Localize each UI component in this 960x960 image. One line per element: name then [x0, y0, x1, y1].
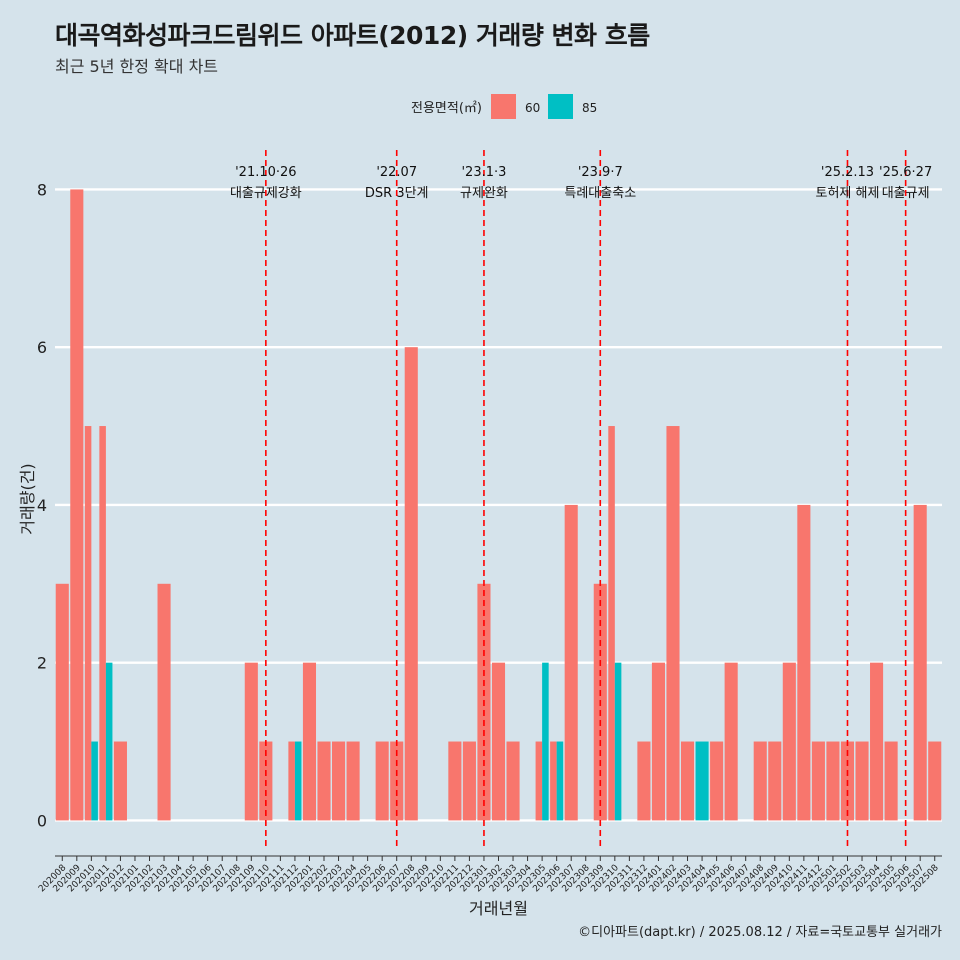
bar-60	[84, 426, 92, 821]
source-caption: ©디아파트(dapt.kr) / 2025.08.12 / 자료=국토교통부 실…	[578, 925, 942, 940]
y-tick-label: 8	[37, 180, 47, 199]
bar-85	[614, 662, 622, 821]
bar-60	[550, 741, 557, 821]
event-label: 토허제 해제	[816, 186, 880, 201]
event-date-label: '22.07	[376, 165, 417, 180]
bar-60	[811, 741, 825, 821]
event-label: DSR 3단계	[365, 186, 429, 201]
y-tick-label: 4	[37, 496, 47, 515]
event-date-label: '25.6·27	[879, 165, 932, 180]
bar-60	[680, 741, 695, 821]
bar-60	[608, 426, 615, 821]
event-date-label: '23.1·3	[461, 165, 506, 180]
bar-60	[753, 741, 767, 821]
legend-title: 전용면적(㎡)	[411, 101, 482, 116]
event-date-label: '23.9·7	[578, 165, 623, 180]
bar-60	[913, 504, 927, 821]
bar-60	[448, 741, 462, 821]
y-axis-title: 거래량(건)	[18, 463, 37, 534]
event-date-label: '21.10·26	[235, 165, 296, 180]
bar-60	[462, 741, 476, 821]
legend-label-85: 85	[582, 101, 597, 115]
bar-60	[710, 741, 724, 821]
bar-60	[157, 583, 171, 821]
event-date-label: '25.2.13	[821, 165, 874, 180]
event-label: 규제완화	[460, 186, 508, 201]
bar-85	[695, 741, 709, 821]
bar-60	[724, 662, 738, 821]
x-axis-title: 거래년월	[469, 899, 528, 918]
bar-60	[666, 426, 680, 821]
bar-60	[244, 662, 258, 821]
y-tick-label: 6	[37, 338, 47, 357]
bar-60	[302, 662, 317, 821]
bar-60	[317, 741, 331, 821]
bar-85	[91, 741, 98, 821]
legend-swatch-60	[491, 94, 516, 119]
bar-60	[884, 741, 898, 821]
bar-60	[346, 741, 360, 821]
bar-60	[288, 741, 295, 821]
bar-60	[855, 741, 869, 821]
bar-60	[651, 662, 665, 821]
event-label: 대출규제	[882, 186, 930, 201]
bar-60	[637, 741, 651, 821]
chart-subtitle: 최근 5년 한정 확대 차트	[55, 57, 219, 76]
bar-60	[113, 741, 127, 821]
bar-60	[99, 426, 106, 821]
event-label: 특례대출축소	[564, 186, 636, 201]
legend-label-60: 60	[525, 101, 540, 115]
bar-60	[870, 662, 884, 821]
bar-60	[404, 347, 418, 821]
legend-swatch-85	[548, 94, 573, 119]
bar-60	[375, 741, 389, 821]
bar-85	[542, 662, 549, 821]
bar-60	[70, 189, 84, 821]
bar-60	[564, 504, 578, 821]
bar-85	[105, 662, 113, 821]
bar-60	[506, 741, 520, 821]
bar-60	[826, 741, 840, 821]
bar-60	[782, 662, 796, 821]
bar-60	[928, 741, 942, 821]
y-tick-label: 2	[37, 654, 47, 673]
bar-60	[55, 583, 69, 821]
bar-85	[294, 741, 302, 821]
chart-title: 대곡역화성파크드림위드 아파트(2012) 거래량 변화 흐름	[55, 21, 650, 50]
bar-60	[797, 504, 811, 821]
bar-60	[332, 741, 346, 821]
bar-85	[556, 741, 564, 821]
y-tick-label: 0	[37, 811, 47, 830]
bar-60	[491, 662, 506, 821]
event-label: 대출규제강화	[230, 186, 302, 201]
bar-60	[768, 741, 782, 821]
bar-60	[535, 741, 543, 821]
